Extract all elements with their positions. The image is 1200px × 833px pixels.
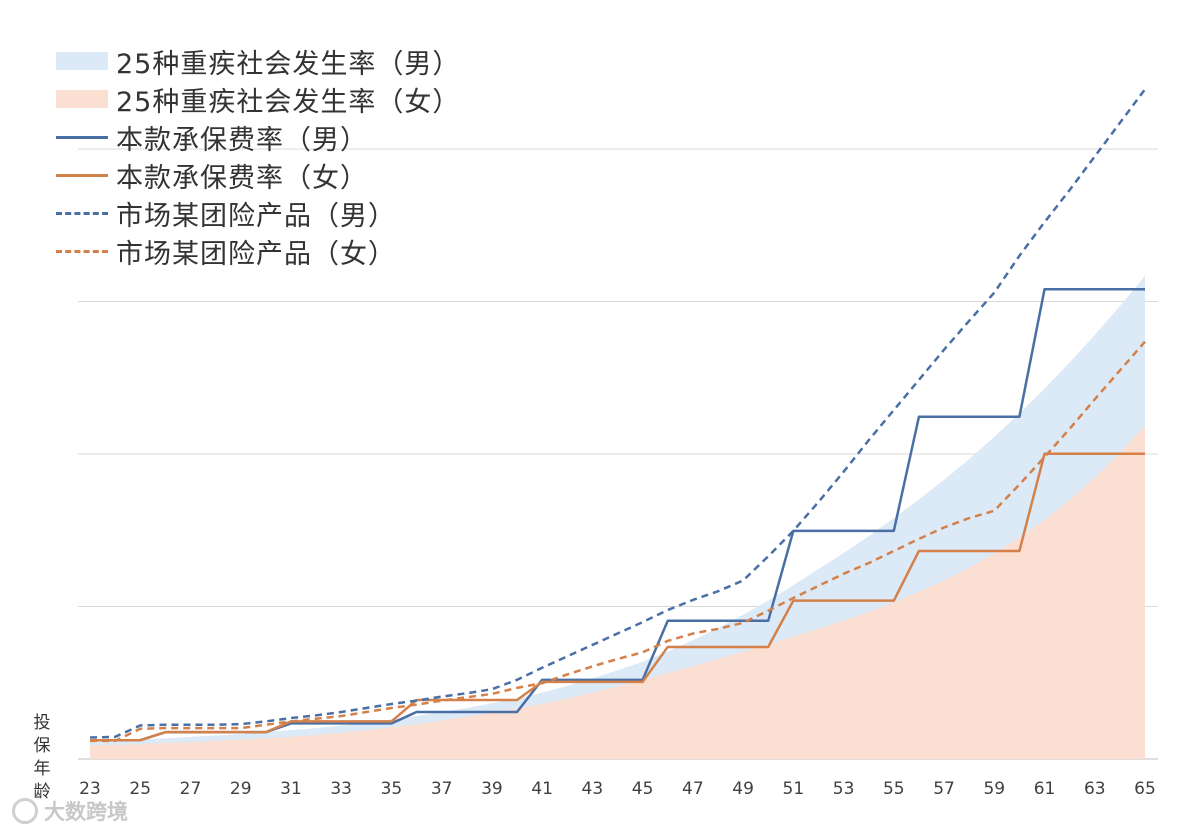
legend-item-male-incidence[interactable]: 25种重疾社会发生率（男） <box>56 42 460 80</box>
line-本款承保费率（女） <box>90 452 1145 742</box>
legend-item-female-incidence[interactable]: 25种重疾社会发生率（女） <box>56 80 460 118</box>
x-tick-label: 45 <box>632 779 654 799</box>
legend-label: 本款承保费率（男） <box>116 124 368 156</box>
x-tick-label: 41 <box>531 779 553 799</box>
area-series <box>90 275 1145 759</box>
line-市场某团险产品（女） <box>90 340 1146 743</box>
x-tick-label: 53 <box>833 779 855 799</box>
x-tick-label: 59 <box>983 779 1005 799</box>
legend: 25种重疾社会发生率（男） 25种重疾社会发生率（女） 本款承保费率（男） 本款… <box>56 42 460 270</box>
legend-label: 本款承保费率（女） <box>116 162 368 194</box>
legend-swatch <box>56 90 108 108</box>
x-tick-label: 29 <box>230 779 252 799</box>
logo-icon <box>12 798 38 824</box>
x-tick-label: 31 <box>280 779 302 799</box>
x-tick-label: 47 <box>682 779 704 799</box>
legend-label: 25种重疾社会发生率（女） <box>116 86 461 118</box>
x-tick-label: 57 <box>933 779 955 799</box>
legend-swatch <box>56 52 108 70</box>
legend-swatch <box>56 135 108 139</box>
x-tick-label: 49 <box>732 779 754 799</box>
x-tick-label: 27 <box>180 779 202 799</box>
watermark-text: 大数跨境 <box>44 800 128 824</box>
x-tick-label: 55 <box>883 779 905 799</box>
x-tick-label: 51 <box>783 779 805 799</box>
line-市场某团险产品（男） <box>89 88 1147 739</box>
legend-label: 市场某团险产品（女） <box>116 238 396 270</box>
watermark: 大数跨境 <box>12 796 128 826</box>
x-tick-label: 39 <box>481 779 503 799</box>
axis-title: 投保年龄 <box>33 713 51 802</box>
x-tick-label: 63 <box>1084 779 1106 799</box>
x-tick-label: 23 <box>79 779 101 799</box>
x-tick-label: 33 <box>330 779 352 799</box>
legend-swatch <box>56 173 108 177</box>
legend-item-female-group[interactable]: 市场某团险产品（女） <box>56 232 460 270</box>
legend-label: 市场某团险产品（男） <box>116 200 396 232</box>
x-tick-label: 35 <box>381 779 403 799</box>
area-25种重疾社会发生率（女） <box>90 425 1145 759</box>
legend-item-male-rate[interactable]: 本款承保费率（男） <box>56 118 460 156</box>
legend-swatch <box>56 211 108 215</box>
legend-label: 25种重疾社会发生率（男） <box>116 48 461 80</box>
legend-item-female-rate[interactable]: 本款承保费率（女） <box>56 156 460 194</box>
line-series <box>89 88 1147 743</box>
legend-swatch <box>56 249 108 253</box>
x-tick-label: 61 <box>1034 779 1056 799</box>
x-axis: 23 25 27 29 31 33 35 37 39 41 43 45 47 49 51 53 55 57 59 61… <box>79 779 1156 799</box>
x-tick-label: 65 <box>1134 779 1156 799</box>
legend-item-male-group[interactable]: 市场某团险产品（男） <box>56 194 460 232</box>
x-tick-label: 25 <box>129 779 151 799</box>
x-tick-label: 37 <box>431 779 453 799</box>
x-tick-label: 43 <box>582 779 604 799</box>
